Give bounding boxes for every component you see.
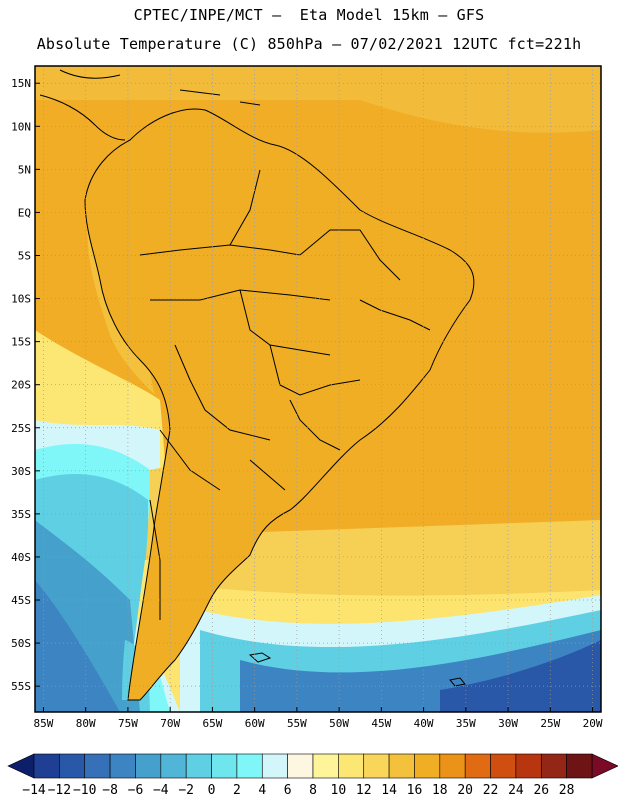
colorbar-label: −10 [73,783,96,798]
colorbar-label: 20 [457,783,473,798]
colorbar-label: −14 [22,783,46,798]
colorbar-swatch [439,753,466,779]
colorbar-label: 28 [559,783,575,798]
lat-tick-label: EQ [18,206,31,219]
lat-tick-label: 15N [11,77,31,90]
chart-title-line1: CPTEC/INPE/MCT – Eta Model 15km – GFS [133,6,485,24]
colorbar-swatch [160,753,187,779]
lon-tick-label: 65W [202,717,222,730]
longitude-axis: 85W 80W 75W 70W 65W 60W 55W 50W 45W 40W 35W 30W 25W 2… [34,707,603,730]
lon-tick-label: 20W [583,717,603,730]
colorbar-swatch [312,753,339,779]
chart-title-line2: Absolute Temperature (C) 850hPa – 07/02/… [36,35,582,53]
lon-tick-label: 70W [160,717,180,730]
colorbar-swatch [211,753,238,779]
lon-tick-label: 55W [287,717,307,730]
colorbar-under-triangle [7,753,35,779]
colorbar-swatch [540,753,567,779]
colorbar-swatch [109,753,136,779]
latitude-axis: 15N 10N 5N EQ 5S 10S 15S 20S 25S 30S 35S 40S 45S 50S 5… [11,77,40,693]
lon-tick-label: 75W [118,717,138,730]
colorbar-swatch [287,753,314,779]
lat-tick-label: 35S [11,508,31,521]
lat-tick-label: 50S [11,637,31,650]
coastlines-borders [39,69,475,701]
colorbar-swatch [490,753,517,779]
colorbar [7,753,618,779]
lat-tick-label: 10S [11,293,31,306]
colorbar-label: 8 [309,783,317,798]
colorbar-label: 2 [233,783,241,798]
lat-tick-label: 25S [11,422,31,435]
colorbar-over-triangle [591,753,618,779]
lat-tick-label: 5N [18,163,31,176]
lon-tick-label: 80W [76,717,96,730]
colorbar-label: 4 [258,783,266,798]
colorbar-swatch [33,753,60,779]
colorbar-label: 26 [533,783,549,798]
lat-tick-label: 45S [11,594,31,607]
lat-tick-label: 55S [11,680,31,693]
colorbar-swatch [338,753,365,779]
colorbar-label: 24 [508,783,524,798]
lon-tick-label: 50W [329,717,349,730]
colorbar-label: 10 [331,783,347,798]
lon-tick-label: 25W [540,717,560,730]
lon-tick-label: 85W [34,717,54,730]
colorbar-label: 14 [381,783,397,798]
colorbar-swatch [185,753,212,779]
lat-tick-label: 15S [11,336,31,349]
colorbar-label: 22 [483,783,499,798]
colorbar-swatch [59,753,86,779]
colorbar-swatch [388,753,415,779]
lon-tick-label: 45W [371,717,391,730]
colorbar-label: −8 [102,783,118,798]
colorbar-labels: −14 −12 −10 −8 −6 −4 −2 0 2 4 6 8 10 12 14 16 18 20 22 24 26… [22,783,574,798]
colorbar-swatch [84,753,111,779]
colorbar-swatch [236,753,263,779]
lat-tick-label: 40S [11,551,31,564]
colorbar-label: 6 [284,783,292,798]
lon-tick-label: 35W [456,717,476,730]
colorbar-swatch [261,753,288,779]
lon-tick-label: 60W [245,717,265,730]
colorbar-label: −6 [128,783,144,798]
colorbar-label: −4 [153,783,169,798]
lat-tick-label: 5S [18,249,31,262]
colorbar-label: −2 [178,783,194,798]
colorbar-label: 0 [208,783,216,798]
lat-tick-label: 20S [11,379,31,392]
lat-tick-label: 30S [11,465,31,478]
colorbar-label: −12 [48,783,71,798]
colorbar-swatch [135,753,162,779]
map-frame [34,65,602,713]
colorbar-swatch [515,753,542,779]
lon-tick-label: 40W [414,717,434,730]
lon-tick-label: 30W [498,717,518,730]
colorbar-label: 16 [407,783,423,798]
colorbar-swatch [464,753,491,779]
colorbar-swatch [363,753,390,779]
lat-tick-label: 10N [11,120,31,133]
colorbar-label: 18 [432,783,448,798]
colorbar-swatch [414,753,441,779]
colorbar-swatch [566,753,593,779]
colorbar-label: 12 [356,783,372,798]
